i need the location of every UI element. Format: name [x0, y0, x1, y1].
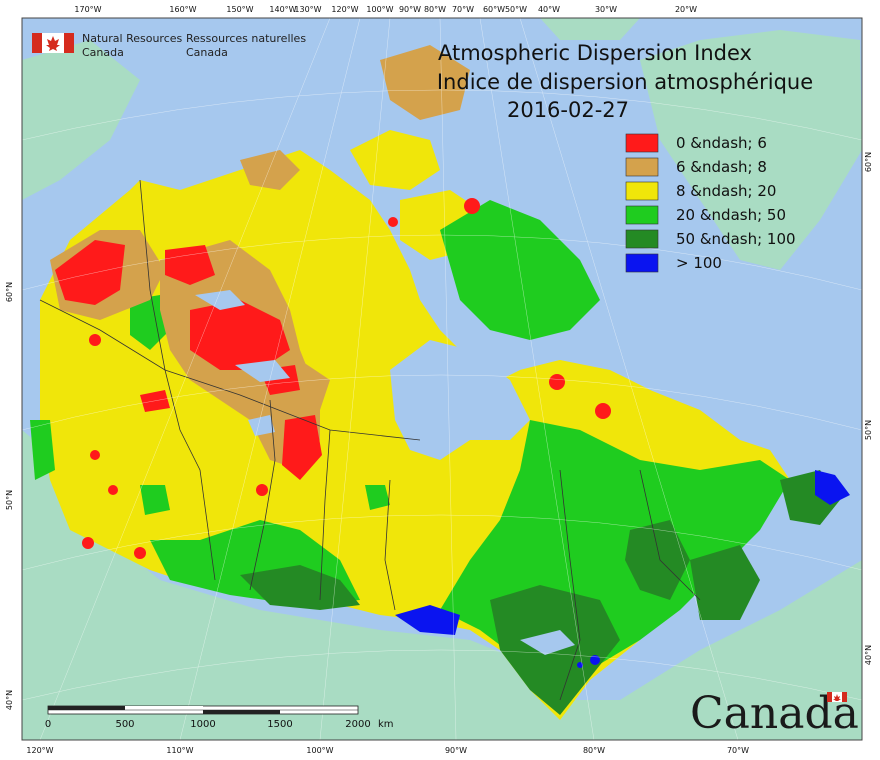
legend-swatch-2 [625, 181, 659, 201]
legend-label-0: 0 &ndash; 6 [676, 134, 767, 152]
grat-bottom-5: 70°W [727, 746, 749, 755]
grat-top-5: 120°W [331, 5, 358, 14]
grat-top-0: 170°W [74, 5, 101, 14]
legend-label-2: 8 &ndash; 20 [676, 182, 776, 200]
graticule-labels-bottom: 120°W 110°W 100°W 90°W 80°W 70°W [26, 746, 749, 755]
graticule-labels-right: 60°N 50°N 40°N [864, 152, 873, 665]
legend-swatch-5 [625, 253, 659, 273]
grat-bottom-2: 100°W [306, 746, 333, 755]
provincial-borders [39, 179, 701, 701]
scale-tick-1: 500 [115, 719, 134, 730]
grat-bottom-0: 120°W [26, 746, 53, 755]
scale-tick-0: 0 [45, 719, 51, 730]
grat-top-8: 80°W [424, 5, 446, 14]
legend-swatch-0 [625, 133, 659, 153]
grat-left-2: 40°N [5, 690, 14, 710]
zone-0-6 [55, 198, 611, 559]
grat-top-13: 30°W [595, 5, 617, 14]
hudson-bay [390, 340, 530, 460]
title-date: 2016-02-27 [507, 98, 629, 122]
grat-left-0: 60°N [5, 282, 14, 302]
grat-top-12: 40°W [538, 5, 560, 14]
grat-top-10: 60°W [483, 5, 505, 14]
org-fr-line2: Canada [186, 46, 228, 59]
scale-bar: 0 500 1000 1500 2000 km [45, 705, 394, 730]
legend-swatch-4 [625, 229, 659, 249]
legend-swatch-3 [625, 205, 659, 225]
grat-top-1: 160°W [169, 5, 196, 14]
graticule-lines [22, 18, 862, 740]
grat-right-2: 40°N [864, 645, 873, 665]
zone-over-100 [395, 470, 850, 668]
grat-top-4: 130°W [294, 5, 321, 14]
scale-tick-3: 1500 [267, 719, 292, 730]
canada-flag-icon [32, 33, 74, 53]
grat-top-14: 20°W [675, 5, 697, 14]
graticule-labels-left: 60°N 50°N 40°N [5, 282, 14, 710]
title-line1: Atmospheric Dispersion Index [438, 41, 752, 65]
map-border [21, 17, 863, 741]
org-en-line1: Natural Resources [82, 32, 183, 45]
grat-right-1: 50°N [864, 420, 873, 440]
scale-tick-2: 1000 [190, 719, 215, 730]
legend-label-1: 6 &ndash; 8 [676, 158, 767, 176]
grat-top-6: 100°W [366, 5, 393, 14]
grat-right-0: 60°N [864, 152, 873, 172]
legend: 0 &ndash; 6 6 &ndash; 8 8 &ndash; 20 20 &nd… [625, 133, 796, 273]
org-en-line2: Canada [82, 46, 124, 59]
scale-unit: km [378, 719, 394, 730]
graticule-labels-top: 170°W 160°W 150°W 140°W 130°W 120°W 100°… [74, 5, 697, 14]
legend-label-5: > 100 [676, 254, 722, 272]
grat-top-9: 70°W [452, 5, 474, 14]
wordmark-flag-icon [827, 692, 847, 702]
grat-top-7: 90°W [399, 5, 421, 14]
grat-top-11: 50°W [505, 5, 527, 14]
title-line2: Indice de dispersion atmosphérique [437, 70, 813, 94]
canada-wordmark: Canada [690, 688, 859, 739]
legend-label-4: 50 &ndash; 100 [676, 230, 796, 248]
grat-bottom-3: 90°W [445, 746, 467, 755]
grat-left-1: 50°N [5, 490, 14, 510]
scale-tick-4: 2000 [345, 719, 370, 730]
legend-label-3: 20 &ndash; 50 [676, 206, 786, 224]
grat-bottom-1: 110°W [166, 746, 193, 755]
org-fr-line1: Ressources naturelles [186, 32, 306, 45]
legend-swatch-1 [625, 157, 659, 177]
grat-bottom-4: 80°W [583, 746, 605, 755]
nrcan-header: Natural Resources Canada Ressources natu… [32, 32, 306, 59]
map-title: Atmospheric Dispersion Index Indice de d… [437, 41, 813, 122]
grat-top-2: 150°W [226, 5, 253, 14]
inland-water [195, 290, 575, 655]
grat-top-3: 140°W [269, 5, 296, 14]
